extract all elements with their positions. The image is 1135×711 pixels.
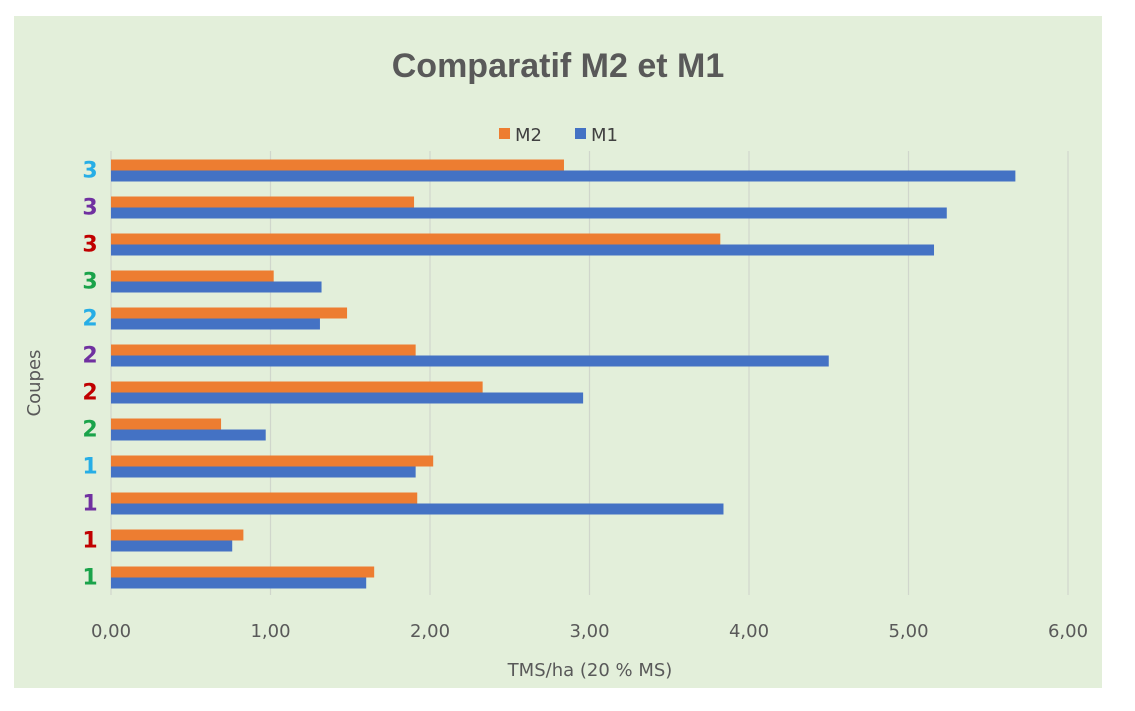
legend-swatch-m2 [499, 128, 510, 139]
category-label: 1 [82, 529, 97, 554]
bar-m2 [111, 344, 416, 356]
x-tick-label: 6,00 [1048, 621, 1088, 642]
category-label: 3 [82, 270, 97, 295]
bar-m1 [111, 244, 935, 256]
x-tick-label: 1,00 [250, 621, 290, 642]
y-axis-title: Coupes [24, 350, 45, 417]
bar-m1 [111, 540, 233, 552]
bar-m1 [111, 503, 724, 515]
x-tick-label: 3,00 [569, 621, 609, 642]
chart-title: Comparatif M2 et M1 [392, 47, 725, 85]
legend: M2 M1 [499, 125, 618, 146]
category-label: 2 [82, 418, 97, 443]
bar-m2 [111, 381, 483, 393]
bar-m1 [111, 429, 266, 441]
bar-m2 [111, 233, 721, 245]
x-axis-title: TMS/ha (20 % MS) [507, 660, 673, 681]
bar-m2 [111, 455, 434, 467]
bar-m2 [111, 307, 348, 319]
legend-swatch-m1 [575, 128, 586, 139]
bar-m1 [111, 392, 584, 404]
bar-m2 [111, 566, 375, 578]
category-label: 3 [82, 159, 97, 184]
category-label: 2 [82, 344, 97, 369]
x-tick-label: 5,00 [888, 621, 928, 642]
legend-label-m2: M2 [515, 125, 542, 146]
bars [111, 159, 1016, 589]
category-label: 1 [82, 566, 97, 591]
bar-m1 [111, 318, 320, 330]
bar-m2 [111, 529, 244, 541]
category-labels: 1 1 1 1 2 2 2 2 3 3 3 3 [82, 159, 97, 591]
x-tick-label: 2,00 [410, 621, 450, 642]
bar-m1 [111, 466, 416, 478]
bar-m1 [111, 355, 829, 367]
category-label: 3 [82, 233, 97, 258]
bar-m2 [111, 492, 418, 504]
gridlines [110, 151, 1069, 595]
category-label: 1 [82, 455, 97, 480]
x-tick-labels: 0,00 1,00 2,00 3,00 4,00 5,00 6,00 [91, 621, 1088, 642]
bar-m2 [111, 159, 564, 171]
bar-m2 [111, 270, 274, 282]
bar-m2 [111, 418, 222, 430]
x-tick-label: 4,00 [729, 621, 769, 642]
bar-m1 [111, 170, 1016, 182]
category-label: 3 [82, 196, 97, 221]
bar-m1 [111, 281, 322, 293]
bar-m1 [111, 207, 947, 219]
legend-label-m1: M1 [591, 125, 618, 146]
category-label: 1 [82, 492, 97, 517]
category-label: 2 [82, 381, 97, 406]
x-tick-label: 0,00 [91, 621, 131, 642]
category-label: 2 [82, 307, 97, 332]
bar-m2 [111, 196, 415, 208]
bar-m1 [111, 577, 367, 589]
